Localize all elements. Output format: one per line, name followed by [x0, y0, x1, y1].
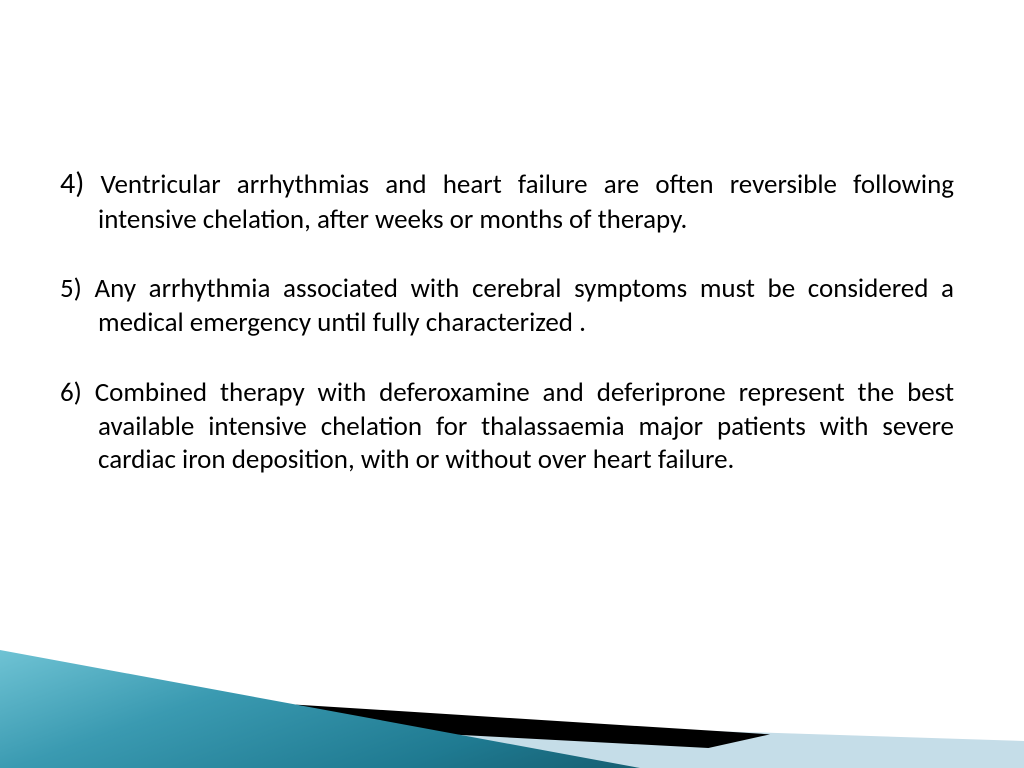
- item-text: Any arrhythmia associated with cerebral …: [82, 272, 954, 339]
- list-item: 6) Combined therapy with deferoxamine an…: [60, 376, 954, 477]
- item-number: 5): [60, 272, 82, 305]
- list-item: 4) Ventricular arrhythmias and heart fai…: [60, 165, 954, 236]
- slide-body: 4) Ventricular arrhythmias and heart fai…: [60, 165, 954, 513]
- item-text: Combined therapy with deferoxamine and d…: [82, 376, 954, 477]
- item-text: Ventricular arrhythmias and heart failur…: [84, 168, 954, 236]
- item-number: 6): [60, 376, 82, 409]
- presentation-slide: 4) Ventricular arrhythmias and heart fai…: [0, 0, 1024, 768]
- item-number: 4): [60, 165, 84, 202]
- list-item: 5) Any arrhythmia associated with cerebr…: [60, 272, 954, 340]
